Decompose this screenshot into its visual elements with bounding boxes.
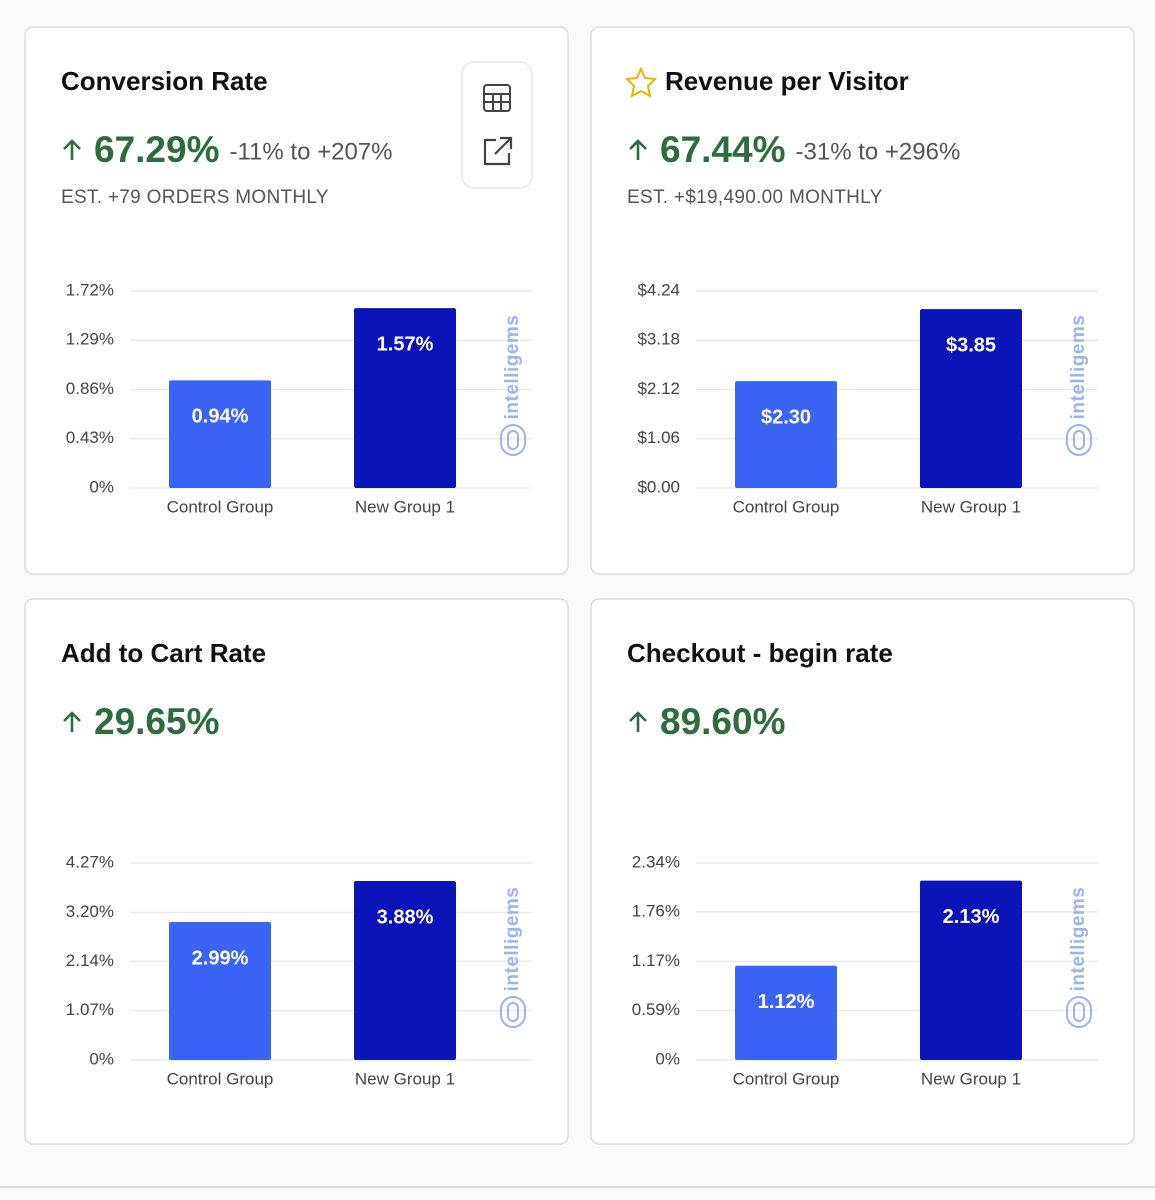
y-tick-label: $1.06 [637,428,680,447]
y-tick-label: $0.00 [637,477,680,496]
up-arrow-icon [629,139,647,160]
card-title: Checkout - begin rate [627,638,893,668]
x-tick-label: Control Group [167,1069,274,1088]
watermark-logo-inner [1073,1002,1085,1022]
monthly-estimate: EST. +$19,490.00 MONTHLY [627,187,883,208]
y-tick-label: 1.17% [632,951,680,970]
x-tick-label: Control Group [733,497,840,516]
bar [735,381,837,488]
bar [354,880,456,1060]
card-title: Conversion Rate [61,66,268,96]
y-tick-label: 0% [89,1049,114,1068]
y-tick-label: 1.07% [66,1000,114,1019]
lift-value: 89.60% [660,701,786,742]
cards: Conversion Rate 67.29% -11% to +207% EST. +… [24,26,1135,1145]
y-tick-label: 0% [89,477,114,496]
watermark-logo-inner [507,430,519,450]
watermark: intelligems [1068,887,1089,992]
up-arrow-icon [63,139,81,160]
y-tick-label: 0.86% [66,379,114,398]
y-tick-label: 0.59% [632,1000,680,1019]
x-tick-label: New Group 1 [355,497,455,516]
watermark-logo-inner [1073,430,1085,450]
x-tick-label: New Group 1 [921,1069,1021,1088]
open-external-icon[interactable] [483,136,513,166]
bar-value-label: $3.85 [946,334,996,356]
metric-card: Checkout - begin rate 89.60% 0% 0.59% 1.17% 1… [590,598,1135,1145]
y-tick-label: 1.29% [66,330,114,349]
bar-value-label: 1.57% [377,333,434,355]
bar [354,308,456,488]
x-tick-label: Control Group [167,497,274,516]
watermark-logo [500,996,526,1028]
toolbar-box [461,61,533,189]
watermark-logo [1066,996,1092,1028]
star-icon[interactable] [624,66,658,98]
bar-value-label: $2.30 [761,406,811,428]
bar-value-label: 1.12% [758,991,815,1013]
watermark: intelligems [1068,315,1089,420]
metric-card: Add to Cart Rate 29.65% 0% 1.07% 2.14% 3.20% 4… [24,598,569,1145]
lift-value: 29.65% [94,701,220,742]
bar [920,309,1022,488]
y-tick-label: 4.27% [66,852,114,871]
y-tick-label: 3.20% [66,902,114,921]
x-tick-label: Control Group [733,1069,840,1088]
y-tick-label: 1.72% [66,280,114,299]
y-tick-label: 2.14% [66,951,114,970]
watermark-logo [500,424,526,456]
y-tick-label: 1.76% [632,901,680,920]
bar [920,880,1022,1060]
watermark-logo [1066,424,1092,456]
up-arrow-icon [63,711,81,732]
x-tick-label: New Group 1 [355,1069,455,1088]
bar-value-label: 2.13% [943,906,1000,928]
card-title: Revenue per Visitor [665,66,909,96]
metric-card: Revenue per Visitor 67.44% -31% to +296% ES… [590,26,1135,575]
y-tick-label: $3.18 [637,330,680,349]
lift-value: 67.29% [94,129,220,170]
x-tick-label: New Group 1 [921,497,1021,516]
watermark: intelligems [502,887,523,992]
confidence-range: -11% to +207% [230,138,393,165]
up-arrow-icon [629,711,647,732]
confidence-range: -31% to +296% [796,138,961,165]
y-tick-label: 2.34% [632,852,680,871]
bar-value-label: 2.99% [192,947,249,969]
lift-value: 67.44% [660,129,786,170]
bar [735,965,837,1060]
watermark-logo-inner [507,1002,519,1022]
table-icon[interactable] [483,84,511,112]
y-tick-label: 0% [655,1049,680,1068]
y-tick-label: $2.12 [637,379,680,398]
y-tick-label: 0.43% [66,428,114,447]
y-tick-label: $4.24 [637,280,680,299]
metric-card: Conversion Rate 67.29% -11% to +207% EST. +… [24,26,569,575]
bar-value-label: 3.88% [377,906,434,928]
bar [169,922,271,1060]
bar [169,380,271,488]
watermark: intelligems [502,315,523,420]
monthly-estimate: EST. +79 ORDERS MONTHLY [61,187,329,208]
bar-value-label: 0.94% [192,406,249,428]
card-title: Add to Cart Rate [61,638,266,668]
toolbar [461,61,533,189]
